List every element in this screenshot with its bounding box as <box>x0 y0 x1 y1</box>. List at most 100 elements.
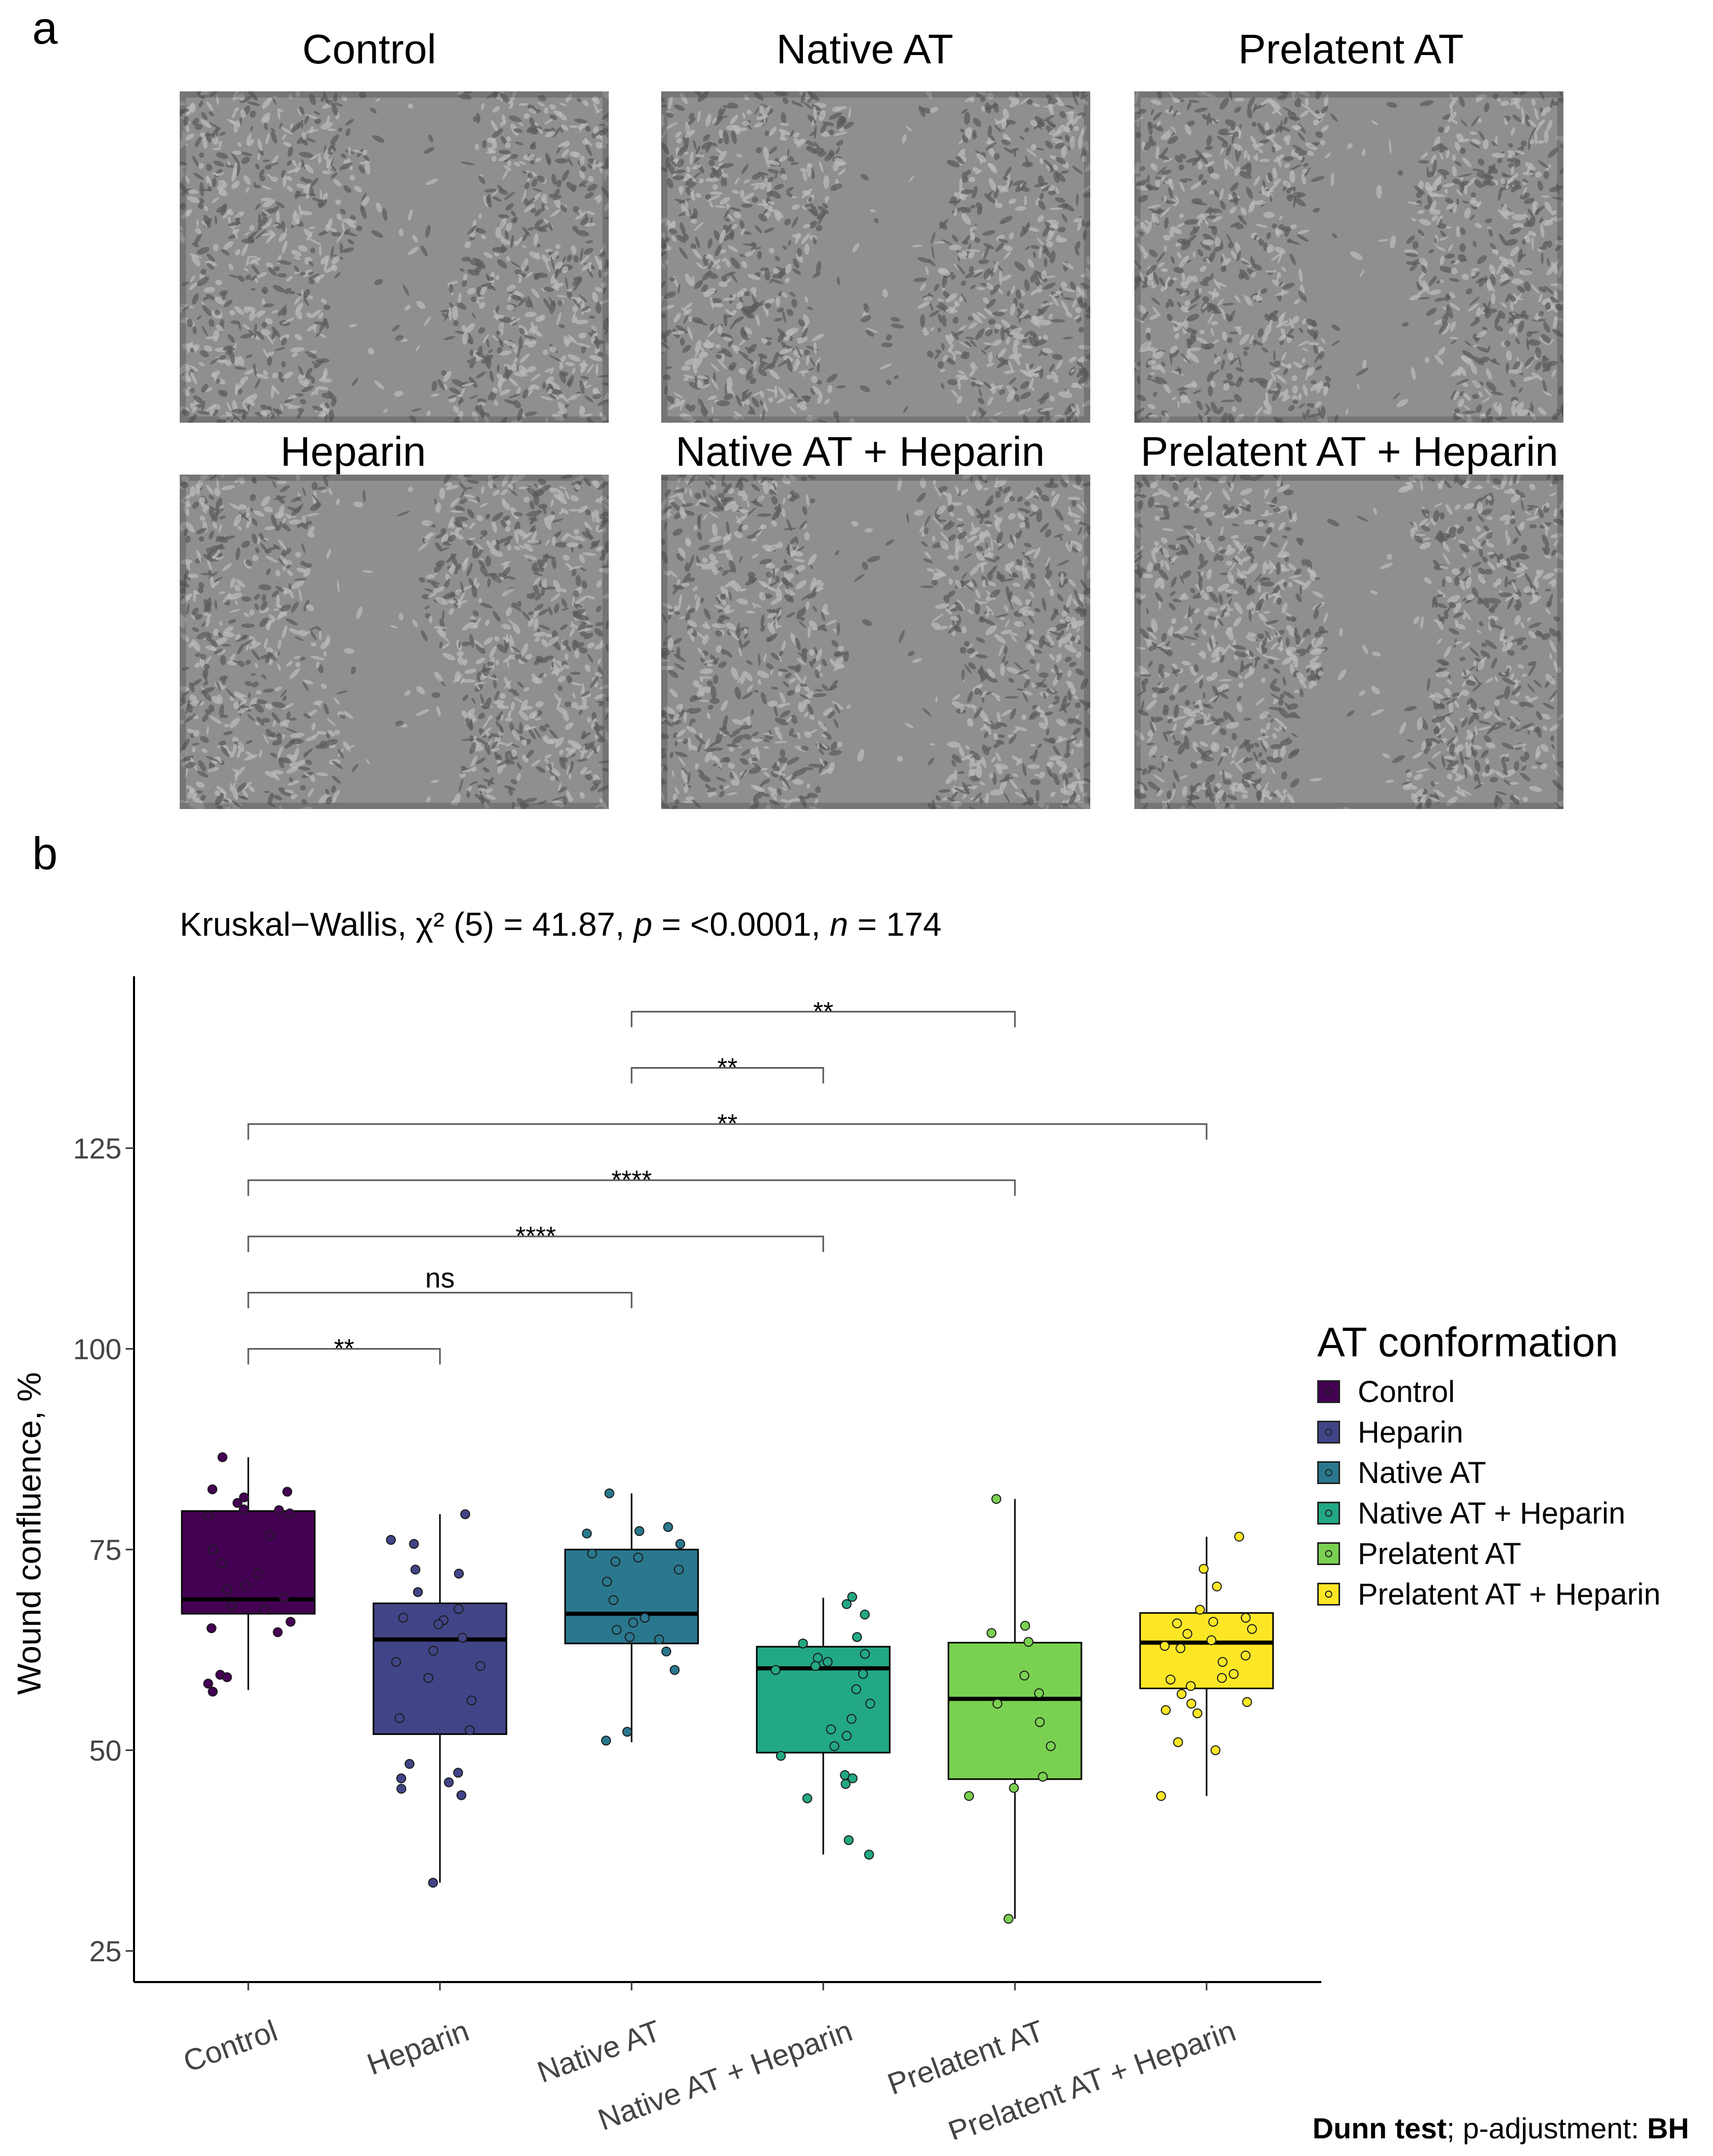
data-point <box>1247 1624 1257 1634</box>
y-tick-label: 75 <box>89 1533 122 1566</box>
legend-label: Native AT <box>1358 1456 1487 1490</box>
box-group <box>372 1514 507 1883</box>
legend-title: AT conformation <box>1317 1319 1618 1365</box>
image-title-control: Control <box>302 26 436 72</box>
legend-label: Heparin <box>1358 1415 1464 1449</box>
panel-b-letter: b <box>32 828 58 879</box>
data-point <box>453 1768 463 1778</box>
data-point <box>1003 1914 1014 1924</box>
legend: AT conformation Control Heparin Native A… <box>1317 1322 1661 1614</box>
data-point <box>1217 1673 1227 1683</box>
y-tick-label: 50 <box>89 1734 122 1767</box>
significance-label: ** <box>717 1053 738 1082</box>
data-point <box>663 1522 673 1532</box>
data-point <box>851 1684 861 1694</box>
significance-bracket <box>247 1235 824 1252</box>
data-point <box>964 1791 974 1801</box>
legend-item-heparin: Heparin <box>1317 1412 1661 1452</box>
significance-label: ** <box>334 1334 354 1363</box>
data-point <box>798 1638 808 1649</box>
data-point <box>775 1750 786 1761</box>
microscopy-image-prelatent-at-heparin <box>1134 475 1563 809</box>
microscopy-image-native-at <box>661 91 1090 423</box>
data-point <box>1034 1688 1044 1699</box>
data-point <box>203 1678 213 1689</box>
data-point <box>1242 1697 1252 1707</box>
data-point <box>396 1773 406 1784</box>
data-point <box>848 1773 858 1784</box>
data-point <box>865 1699 875 1709</box>
y-tick-label: 100 <box>73 1333 122 1366</box>
data-point <box>394 1713 405 1723</box>
significance-bracket <box>247 1123 1208 1140</box>
data-point <box>274 1505 284 1515</box>
y-tick-label: 25 <box>89 1935 122 1968</box>
x-tick-label: Heparin <box>363 2014 473 2082</box>
data-point <box>1212 1581 1222 1592</box>
data-point <box>1156 1791 1166 1801</box>
data-point <box>1023 1637 1034 1647</box>
data-point <box>206 1623 217 1634</box>
data-point <box>222 1584 232 1595</box>
data-point <box>1240 1650 1251 1661</box>
box-group <box>756 1597 891 1855</box>
significance-bracket <box>631 1010 1016 1028</box>
y-tick-label: 125 <box>73 1132 122 1165</box>
data-point <box>846 1714 857 1724</box>
y-axis-label: Wound confluence, % <box>10 1372 48 1694</box>
legend-label: Prelatent AT <box>1358 1537 1521 1571</box>
data-point <box>601 1735 611 1746</box>
data-point <box>226 1600 237 1611</box>
significance-bracket <box>631 1067 824 1084</box>
data-point <box>398 1613 408 1623</box>
data-point <box>444 1777 454 1787</box>
data-point <box>622 1727 633 1737</box>
data-point <box>1020 1621 1031 1631</box>
data-point <box>1210 1745 1221 1756</box>
data-point <box>654 1634 664 1645</box>
panel-a-letter: a <box>32 2 58 53</box>
data-point <box>675 1539 686 1549</box>
data-point <box>454 1569 464 1579</box>
x-tick-label: Control <box>179 2014 282 2079</box>
data-point <box>1035 1717 1045 1727</box>
data-point <box>634 1526 645 1536</box>
significance-label: ** <box>813 996 834 1026</box>
data-point <box>391 1657 402 1667</box>
data-point <box>458 1633 467 1643</box>
data-point <box>386 1535 396 1545</box>
data-point <box>208 1687 218 1697</box>
legend-key-prelatent-at-heparin <box>1317 1583 1340 1606</box>
data-point <box>858 1669 868 1679</box>
data-point <box>1206 1635 1216 1646</box>
data-point <box>217 1452 227 1462</box>
data-point <box>991 1494 1001 1504</box>
box-group <box>1139 1537 1274 1796</box>
data-point <box>864 1850 874 1860</box>
data-point <box>222 1672 232 1682</box>
legend-label: Control <box>1358 1375 1455 1409</box>
data-point <box>252 1569 263 1579</box>
data-point <box>611 1625 622 1635</box>
legend-key-prelatent-at <box>1317 1542 1340 1565</box>
legend-item-native-at-heparin: Native AT + Heparin <box>1317 1493 1661 1533</box>
legend-item-prelatent-at-heparin: Prelatent AT + Heparin <box>1317 1574 1661 1614</box>
data-point <box>852 1632 862 1642</box>
data-point <box>1019 1670 1029 1681</box>
data-point <box>587 1548 597 1559</box>
data-point <box>674 1565 684 1575</box>
data-point <box>456 1790 466 1800</box>
data-point <box>273 1627 283 1637</box>
legend-key-native-at-heparin <box>1317 1502 1340 1525</box>
data-point <box>1009 1783 1019 1793</box>
significance-label: ** <box>717 1109 738 1138</box>
data-point <box>1186 1699 1197 1709</box>
data-point <box>639 1613 650 1623</box>
legend-item-control: Control <box>1317 1371 1661 1412</box>
data-point <box>453 1604 464 1614</box>
data-point <box>1186 1681 1196 1691</box>
significance-bracket <box>247 1348 441 1365</box>
data-point <box>582 1528 592 1539</box>
stat-p-value: = <0.0001, <box>652 906 830 943</box>
data-point <box>1228 1669 1239 1679</box>
